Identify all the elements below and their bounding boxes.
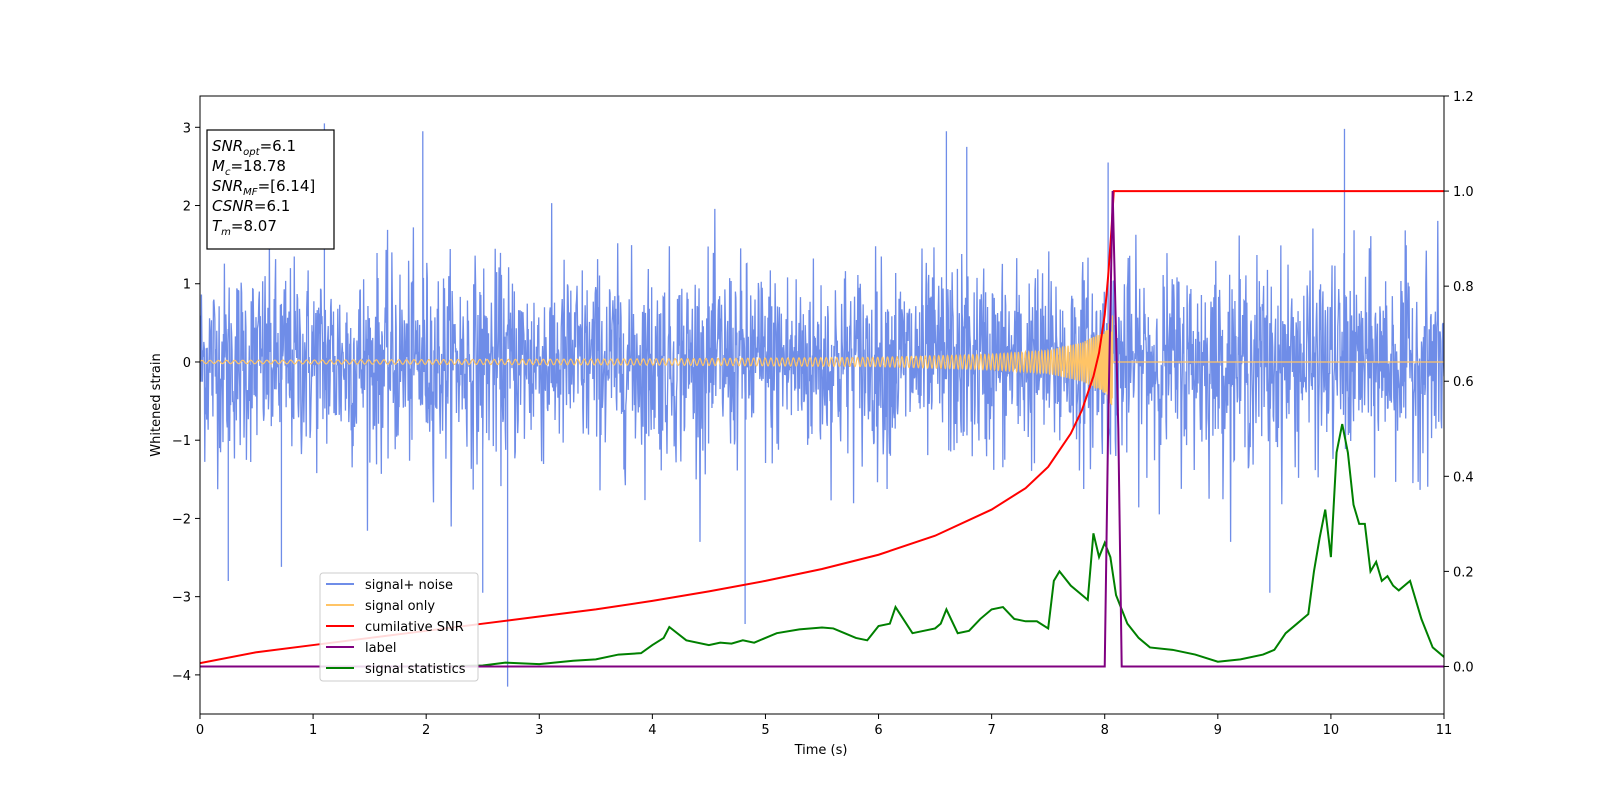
y-right-tick-label: 0.4 xyxy=(1453,470,1474,485)
x-tick-label: 1 xyxy=(309,723,317,738)
annotation-box-frame xyxy=(206,129,335,250)
x-axis-label: Time (s) xyxy=(794,743,848,758)
x-tick-label: 8 xyxy=(1101,723,1109,738)
y-left-tick-label: −3 xyxy=(172,591,191,606)
y-right-tick-label: 1.0 xyxy=(1453,185,1474,200)
y-right-tick-label: 0.8 xyxy=(1453,280,1474,295)
legend-entry: label xyxy=(365,641,396,656)
y-left-tick-label: 0 xyxy=(183,356,191,371)
x-tick-label: 2 xyxy=(422,723,430,738)
x-tick-label: 10 xyxy=(1323,723,1340,738)
y-right-tick-label: 0.0 xyxy=(1453,660,1474,675)
x-tick-label: 11 xyxy=(1436,723,1453,738)
annotation-line: SNRopt=6.1 xyxy=(212,137,296,158)
legend-entry: signal statistics xyxy=(365,662,466,677)
annotation-line: Tm=8.07 xyxy=(212,217,277,238)
legend-entry: signal+ noise xyxy=(365,578,453,593)
annotation-line: Mc=18.78 xyxy=(212,157,286,178)
y-axis-label: Whitened strain xyxy=(149,353,164,456)
y-left-tick-label: 2 xyxy=(183,200,191,215)
y-axis-right: 0.0 0.2 0.4 0.6 0.8 1.0 1.2 xyxy=(1444,90,1474,675)
legend-frame xyxy=(319,572,479,682)
y-axis-left: −4 −3 −2 −1 0 1 2 3 xyxy=(172,121,200,684)
series-signal-only-line xyxy=(200,315,1444,406)
y-left-tick-label: −1 xyxy=(172,434,191,449)
legend-entry: signal only xyxy=(365,599,435,614)
y-right-tick-label: 0.2 xyxy=(1453,565,1474,580)
legend-entry: cumilative SNR xyxy=(365,620,464,635)
series-signal-statistics-line xyxy=(200,423,1444,668)
plot-frame xyxy=(199,95,1445,715)
y-left-tick-label: 1 xyxy=(183,278,191,293)
x-tick-label: 7 xyxy=(987,723,995,738)
x-tick-label: 9 xyxy=(1214,723,1222,738)
annotation-line: SNRMF=[6.14] xyxy=(212,177,315,198)
x-tick-label: 5 xyxy=(761,723,769,738)
y-right-tick-label: 0.6 xyxy=(1453,375,1474,390)
x-tick-label: 6 xyxy=(874,723,882,738)
x-tick-label: 4 xyxy=(648,723,656,738)
x-tick-label: 3 xyxy=(535,723,543,738)
y-left-tick-label: −4 xyxy=(172,669,191,684)
x-tick-label: 0 xyxy=(196,723,204,738)
legend: signal+ noise signal only cumilative SNR la… xyxy=(319,572,479,682)
annotation-line: CSNR=6.1 xyxy=(212,197,290,215)
y-right-tick-label: 1.2 xyxy=(1453,90,1474,105)
y-left-tick-label: 3 xyxy=(183,121,191,136)
x-axis: 0 1 2 3 4 5 6 7 8 9 10 11 xyxy=(196,714,1452,738)
series-label-line xyxy=(200,191,1444,668)
y-left-tick-label: −2 xyxy=(172,512,191,527)
